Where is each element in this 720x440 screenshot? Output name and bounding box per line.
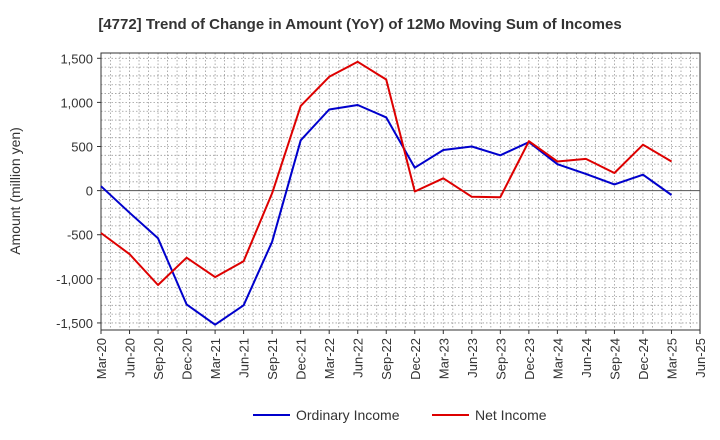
x-tick-label: Mar-20 bbox=[94, 338, 109, 379]
x-tick-label: Mar-21 bbox=[208, 338, 223, 379]
x-tick-label: Jun-21 bbox=[237, 338, 252, 378]
y-tick-label: 1,500 bbox=[60, 51, 93, 66]
x-tick-label: Sep-20 bbox=[151, 338, 166, 380]
axes bbox=[100, 52, 701, 331]
legend: Ordinary Income Net Income bbox=[253, 407, 547, 423]
chart-title: [4772] Trend of Change in Amount (YoY) o… bbox=[98, 16, 622, 33]
y-tick-label: 0 bbox=[86, 184, 93, 199]
legend-label: Ordinary Income bbox=[296, 407, 400, 423]
x-tick-label: Dec-20 bbox=[180, 338, 195, 380]
x-tick-label: Sep-22 bbox=[379, 338, 394, 380]
x-tick-label: Dec-23 bbox=[522, 338, 537, 380]
legend-label: Net Income bbox=[475, 407, 547, 423]
y-tick-label: 1,000 bbox=[60, 95, 93, 110]
series-line-net-income bbox=[100, 60, 673, 286]
x-tick-label: Mar-24 bbox=[550, 338, 565, 379]
x-tick-label: Mar-25 bbox=[664, 338, 679, 379]
x-tick-label: Dec-21 bbox=[294, 338, 309, 380]
y-tick-label: -500 bbox=[67, 228, 93, 243]
x-tick-label: Jun-24 bbox=[579, 338, 594, 378]
grid bbox=[100, 53, 700, 330]
y-axis-label: Amount (million yen) bbox=[7, 127, 23, 255]
x-tick-label: Jun-23 bbox=[465, 338, 480, 378]
x-tick-label: Jun-20 bbox=[123, 338, 138, 378]
series-lines bbox=[100, 60, 673, 326]
y-tick-label: -1,500 bbox=[56, 316, 93, 331]
x-tick-label: Sep-23 bbox=[493, 338, 508, 380]
x-tick-label: Mar-22 bbox=[322, 338, 337, 379]
x-tick-label: Jun-22 bbox=[351, 338, 366, 378]
x-tick-label: Dec-22 bbox=[408, 338, 423, 380]
series-line-ordinary-income bbox=[100, 104, 673, 326]
y-tick-label: 500 bbox=[71, 140, 93, 155]
plot-border bbox=[100, 52, 701, 331]
x-tick-label: Sep-24 bbox=[607, 338, 622, 380]
x-tick-labels: Mar-20 Jun-20 Sep-20 Dec-20 Mar-21 Jun-21 Sep-… bbox=[94, 330, 708, 380]
x-tick-label: Sep-21 bbox=[265, 338, 280, 380]
x-tick-label: Mar-23 bbox=[436, 338, 451, 379]
x-tick-label: Jun-25 bbox=[693, 338, 708, 378]
x-tick-label: Dec-24 bbox=[636, 338, 651, 380]
y-tick-labels: -1,500 -1,000 -500 0 500 1,000 1,500 bbox=[56, 51, 101, 331]
y-tick-label: -1,000 bbox=[56, 272, 93, 287]
